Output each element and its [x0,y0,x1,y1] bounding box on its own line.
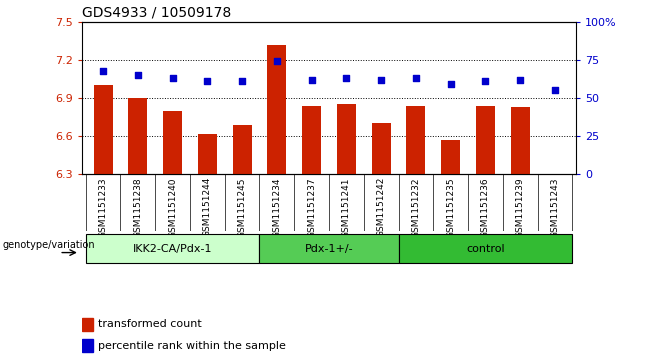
Text: GSM1151244: GSM1151244 [203,177,212,237]
Point [411,75,421,81]
Point [272,58,282,64]
Point [98,68,109,73]
Point [515,77,525,83]
Text: GSM1151245: GSM1151245 [238,177,247,237]
Text: GSM1151232: GSM1151232 [411,177,420,237]
Point [549,87,560,93]
Bar [163,111,182,174]
Text: GSM1151242: GSM1151242 [376,177,386,237]
Point [237,78,247,84]
Bar [399,234,572,264]
Text: GSM1151241: GSM1151241 [342,177,351,237]
Point [445,81,456,87]
Bar [302,106,321,174]
Text: percentile rank within the sample: percentile rank within the sample [98,341,286,351]
Text: GSM1151243: GSM1151243 [550,177,559,237]
Text: IKK2-CA/Pdx-1: IKK2-CA/Pdx-1 [133,244,213,254]
Bar [259,234,399,264]
Point [376,77,386,83]
Text: GSM1151233: GSM1151233 [99,177,108,238]
Text: GSM1151238: GSM1151238 [134,177,142,238]
Point [133,72,143,78]
Bar [82,318,93,331]
Text: transformed count: transformed count [98,319,202,330]
Bar [232,125,251,174]
Bar [198,134,217,174]
Bar [86,234,259,264]
Text: GSM1151234: GSM1151234 [272,177,282,237]
Bar [93,85,113,174]
Bar [511,107,530,174]
Point [202,78,213,84]
Point [307,77,317,83]
Bar [372,123,391,174]
Point [480,78,491,84]
Bar [407,106,426,174]
Bar [82,339,93,352]
Text: genotype/variation: genotype/variation [3,240,95,250]
Bar [337,104,356,174]
Text: control: control [466,244,505,254]
Bar [476,106,495,174]
Text: Pdx-1+/-: Pdx-1+/- [305,244,353,254]
Point [167,75,178,81]
Bar [267,45,286,174]
Text: GSM1151240: GSM1151240 [168,177,177,237]
Bar [128,98,147,174]
Text: GSM1151236: GSM1151236 [481,177,490,238]
Text: GSM1151239: GSM1151239 [516,177,524,238]
Text: GSM1151235: GSM1151235 [446,177,455,238]
Text: GDS4933 / 10509178: GDS4933 / 10509178 [82,5,232,19]
Bar [441,140,460,174]
Text: GSM1151237: GSM1151237 [307,177,316,238]
Point [341,75,351,81]
